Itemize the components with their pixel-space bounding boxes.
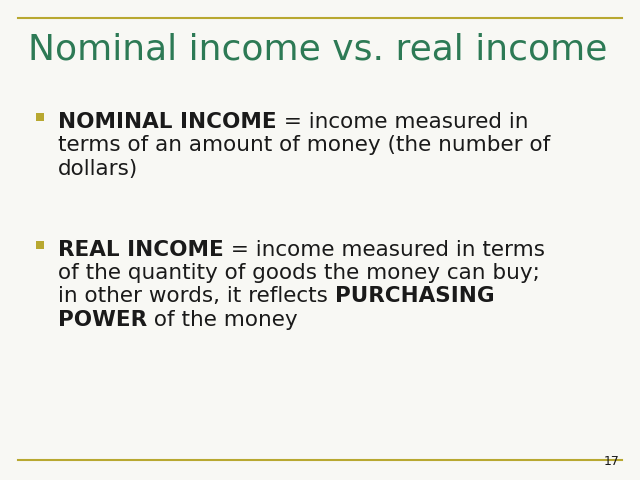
Text: NOMINAL INCOME: NOMINAL INCOME bbox=[58, 112, 276, 132]
Text: dollars): dollars) bbox=[58, 158, 138, 179]
Text: terms of an amount of money (the number of: terms of an amount of money (the number … bbox=[58, 135, 550, 155]
Text: PURCHASING: PURCHASING bbox=[335, 287, 494, 307]
Bar bbox=[36, 113, 44, 121]
Text: = income measured in: = income measured in bbox=[276, 112, 528, 132]
Text: 17: 17 bbox=[604, 455, 620, 468]
Text: of the quantity of goods the money can buy;: of the quantity of goods the money can b… bbox=[58, 263, 540, 283]
Text: REAL INCOME: REAL INCOME bbox=[58, 240, 224, 260]
Text: Nominal income vs. real income: Nominal income vs. real income bbox=[28, 32, 607, 66]
Text: = income measured in terms: = income measured in terms bbox=[224, 240, 545, 260]
Text: of the money: of the money bbox=[147, 310, 298, 330]
Text: POWER: POWER bbox=[58, 310, 147, 330]
Text: in other words, it reflects: in other words, it reflects bbox=[58, 287, 335, 307]
Bar bbox=[36, 241, 44, 250]
